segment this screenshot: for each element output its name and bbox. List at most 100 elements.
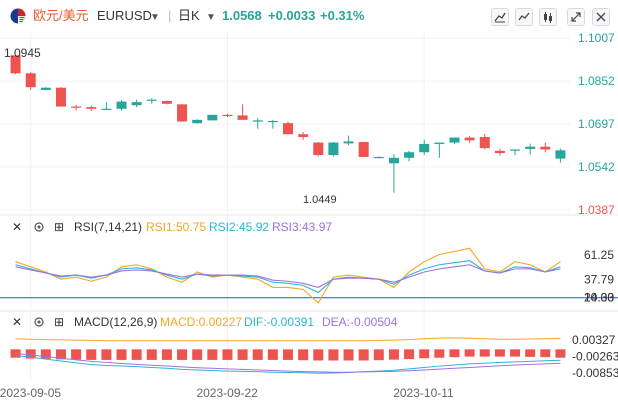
price-change-percent: +0.31%	[320, 8, 365, 23]
macd-histogram-bar	[373, 349, 384, 361]
macd-histogram-bar	[237, 349, 248, 360]
pair-label[interactable]: 欧元/美元	[33, 8, 89, 23]
candle-body	[494, 150, 505, 154]
rsi-tick-label: 37.79	[584, 272, 614, 286]
candle-body	[343, 141, 354, 144]
rsi3-value: RSI3:43.97	[272, 220, 333, 234]
candle-body	[25, 73, 36, 88]
rsi-tick-label: 20.00	[584, 291, 614, 305]
candle-body	[177, 104, 188, 122]
macd-value: MACD:0.00227	[160, 315, 243, 329]
x-tick-label: 2023-10-11	[393, 386, 454, 400]
rsi1-value: RSI1:50.75	[146, 220, 207, 234]
macd-histogram-bar	[40, 349, 51, 359]
expand-icon[interactable]	[567, 8, 585, 26]
close-icon[interactable]: ✕	[12, 315, 23, 329]
macd-histogram-bar	[328, 349, 339, 361]
candle-body	[55, 87, 66, 107]
macd-histogram-bar	[388, 349, 399, 360]
candle-body	[192, 119, 203, 124]
candle-body	[207, 114, 218, 121]
macd-histogram-bar	[25, 349, 36, 359]
macd-header: ✕ ⊞ MACD(12,26,9) MACD:0.00227 DIF:-0.00…	[0, 313, 580, 331]
candle-body	[131, 102, 142, 106]
indicator-icon[interactable]	[515, 8, 533, 26]
macd-pane	[10, 337, 566, 374]
candle-body	[267, 120, 278, 123]
settings-icon[interactable]	[33, 218, 45, 241]
price-tick-label: 1.1007	[578, 31, 615, 45]
macd-tick-label: -0.00263	[572, 350, 618, 364]
chevron-down-icon[interactable]: ▼	[150, 12, 160, 23]
price-tick-label: 1.0387	[578, 203, 615, 217]
candle-body	[313, 142, 324, 156]
low-annotation: 1.0449	[303, 194, 337, 206]
macd-histogram-bar	[555, 349, 566, 358]
macd-histogram-bar	[540, 349, 551, 358]
macd-histogram-bar	[71, 349, 82, 360]
macd-histogram-bar	[177, 349, 188, 360]
candle-body	[237, 115, 248, 120]
rsi-tick-label: 61.25	[584, 248, 614, 262]
price-change: +0.0033	[268, 8, 316, 23]
candle-body	[510, 149, 521, 151]
macd-histogram-bar	[525, 349, 536, 357]
rsi-label: RSI(7,14,21)	[74, 220, 143, 234]
rsi-tick-label: 14.33	[584, 291, 614, 305]
chevron-down-icon[interactable]: ▼	[206, 12, 216, 23]
macd-histogram-bar	[313, 349, 324, 361]
macd-histogram-bar	[86, 349, 97, 360]
macd-histogram-bar	[449, 349, 460, 358]
candle-body	[328, 142, 339, 156]
candle-body	[540, 146, 551, 150]
macd-histogram-bar	[510, 349, 521, 357]
candle-body	[555, 150, 566, 159]
candle-body	[419, 143, 430, 153]
candle-body	[71, 106, 82, 108]
candle-body	[373, 156, 384, 159]
add-box-icon[interactable]: ⊞	[54, 220, 65, 234]
ticker[interactable]: EURUSD	[97, 8, 152, 23]
candle-body	[161, 101, 172, 104]
x-tick-label: 2023-09-22	[196, 386, 258, 400]
macd-histogram-bar	[479, 349, 490, 357]
candle-body	[464, 137, 475, 141]
macd-histogram-bar	[146, 349, 157, 360]
macd-histogram-bar	[267, 349, 278, 360]
rsi2-value: RSI2:45.92	[209, 220, 270, 234]
add-box-icon[interactable]: ⊞	[54, 315, 65, 329]
candle-body	[388, 157, 399, 164]
rsi-line-RSI3	[15, 264, 561, 289]
rsi-header: ✕ ⊞ RSI(7,14,21) RSI1:50.75 RSI2:45.92 R…	[0, 218, 580, 236]
candle-body	[116, 101, 127, 109]
dea-value: DEA:-0.00504	[322, 315, 398, 329]
candle-body	[101, 108, 112, 110]
rsi-pane	[0, 247, 618, 304]
settings-icon[interactable]	[33, 313, 45, 336]
macd-histogram-bar	[116, 349, 127, 360]
macd-label: MACD(12,26,9)	[74, 315, 158, 329]
period-selector[interactable]: 日K	[178, 8, 200, 23]
macd-histogram-bar	[207, 349, 218, 360]
macd-histogram-bar	[131, 349, 142, 360]
candle-body	[86, 107, 97, 109]
macd-histogram-bar	[252, 349, 263, 360]
candle-body	[479, 137, 490, 149]
last-price: 1.0568	[222, 8, 262, 23]
close-icon[interactable]: ✕	[12, 220, 23, 234]
price-tick-label: 1.0542	[578, 160, 615, 174]
chart-header: 欧元/美元 EURUSD ▼ | 日K ▼ 1.0568 +0.0033 +0.…	[0, 0, 618, 32]
macd-line-DEA	[15, 353, 561, 373]
close-icon[interactable]	[592, 8, 610, 26]
candle-body	[10, 55, 21, 74]
draw-tool-icon[interactable]	[491, 8, 509, 26]
candle-style-icon[interactable]	[539, 8, 557, 26]
macd-histogram-bar	[358, 349, 369, 361]
macd-histogram-bar	[283, 349, 293, 360]
macd-histogram-bar	[419, 349, 430, 359]
candle-body	[404, 152, 415, 158]
candle-body	[298, 134, 309, 138]
candle-body	[40, 87, 51, 90]
macd-histogram-bar	[298, 349, 309, 361]
